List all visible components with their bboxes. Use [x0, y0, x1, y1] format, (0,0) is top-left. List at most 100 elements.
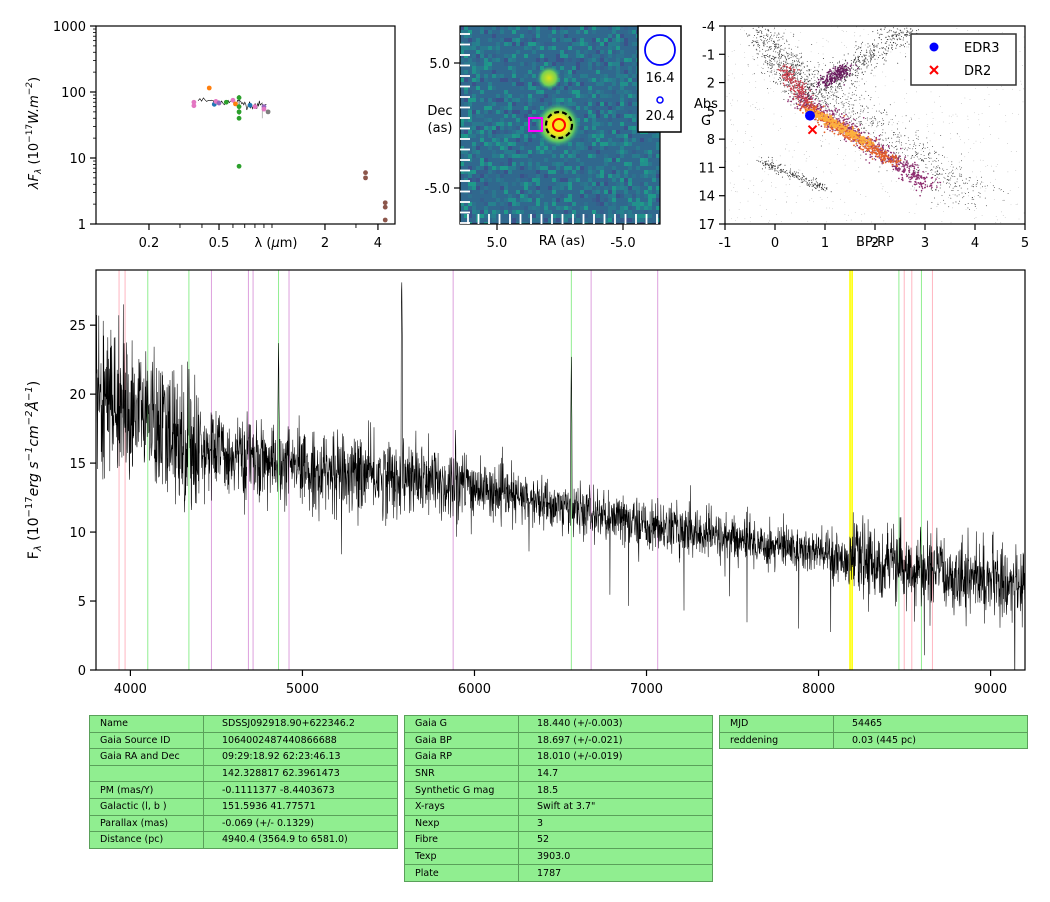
cmd-density-dot [858, 68, 860, 70]
image-pixel [460, 54, 464, 58]
image-pixel [648, 174, 652, 178]
cmd-density-dot [863, 131, 865, 134]
cmd-density-dot [934, 174, 936, 176]
image-pixel [528, 70, 532, 74]
image-pixel [468, 170, 472, 174]
image-pixel [488, 106, 492, 110]
image-pixel [504, 186, 508, 190]
image-pixel [612, 130, 616, 134]
cmd-density-dot [868, 61, 870, 63]
cmd-density-dot [917, 182, 919, 184]
image-pixel [484, 142, 488, 146]
image-pixel [596, 90, 600, 94]
image-pixel [472, 158, 476, 162]
cmd-density-dot [938, 167, 940, 168]
cmd-density-dot [883, 159, 886, 162]
image-pixel [604, 186, 608, 190]
cmd-density-dot [925, 166, 927, 168]
image-pixel [584, 214, 588, 218]
sed-point [236, 163, 242, 169]
cmd-density-dot [861, 94, 863, 96]
cmd-density-dot [875, 119, 877, 121]
image-pixel [564, 50, 568, 54]
image-pixel [620, 182, 624, 186]
cmd-density-dot [864, 139, 867, 142]
cmd-density-dot [911, 163, 914, 165]
image-pixel [596, 202, 600, 206]
image-pixel [624, 170, 628, 174]
image-legend: 16.4 20.4 [637, 25, 682, 133]
cmd-density-dot [956, 133, 958, 135]
cmd-density-dot [756, 31, 758, 33]
cmd-density-dot [874, 157, 875, 159]
image-pixel [504, 170, 508, 174]
cmd-density-dot [857, 112, 859, 114]
image-pixel [516, 170, 520, 174]
cmd-density-dot [861, 78, 863, 80]
cmd-density-dot [908, 174, 910, 176]
image-pixel [620, 38, 624, 42]
cmd-density-dot [843, 115, 846, 117]
cmd-density-dot [841, 76, 843, 78]
cmd-density-dot [827, 87, 829, 89]
cmd-density-dot [882, 47, 884, 49]
cmd-density-dot [934, 153, 936, 154]
image-pixel [460, 78, 464, 82]
cmd-density-dot [859, 56, 860, 57]
image-pixel [516, 194, 520, 198]
image-pixel [616, 158, 620, 162]
cmd-density-dot [860, 110, 862, 112]
cmd-density-dot [849, 69, 851, 71]
cmd-density-dot [900, 144, 902, 146]
image-pixel [604, 218, 608, 222]
image-pixel [464, 26, 468, 30]
cmd-density-dot [896, 145, 897, 147]
cmd-density-dot [755, 29, 757, 31]
cmd-density-dot [967, 182, 968, 184]
image-pixel [492, 70, 496, 74]
image-pixel [556, 214, 560, 218]
cmd-density-dot [870, 59, 872, 61]
cmd-density-dot [838, 113, 840, 115]
image-pixel [640, 182, 644, 186]
cmd-density-dot [853, 104, 855, 106]
cmd-density-dot [853, 134, 856, 137]
cmd-density-dot [880, 147, 882, 150]
image-pixel [472, 78, 476, 82]
image-pixel [476, 70, 480, 74]
cmd-density-dot [835, 82, 837, 84]
image-pixel [572, 210, 576, 214]
cmd-density-dot [917, 129, 919, 131]
image-pixel [608, 82, 612, 86]
image-pixel [592, 170, 596, 174]
cmd-density-dot [843, 138, 846, 141]
cmd-density-dot [769, 63, 771, 65]
image-pixel [644, 154, 648, 158]
cmd-density-dot [852, 107, 854, 109]
image-pixel [648, 214, 652, 218]
cmd-density-dot [754, 35, 755, 36]
cmd-density-dot [884, 161, 887, 164]
image-pixel [616, 38, 620, 42]
image-pixel [552, 46, 556, 50]
cmd-density-dot [862, 59, 864, 61]
cmd-density-dot [972, 184, 974, 185]
image-pixel [484, 206, 488, 210]
image-pixel [624, 86, 628, 90]
image-pixel [472, 174, 476, 178]
legend-mag-bright: 16.4 [646, 71, 675, 86]
cmd-density-dot [871, 56, 873, 58]
cmd-density-dot [823, 131, 826, 134]
cmd-density-dot [855, 140, 858, 143]
cmd-density-dot [853, 54, 855, 56]
cmd-density-dot [796, 60, 797, 62]
image-pixel [616, 54, 620, 58]
cmd-density-dot [836, 95, 838, 97]
image-pixel [552, 94, 556, 98]
image-pixel [596, 94, 600, 98]
image-pixel [552, 38, 556, 42]
image-pixel [580, 46, 584, 50]
cmd-density-dot [930, 183, 933, 185]
image-pixel [500, 162, 504, 166]
image-pixel [500, 134, 504, 138]
